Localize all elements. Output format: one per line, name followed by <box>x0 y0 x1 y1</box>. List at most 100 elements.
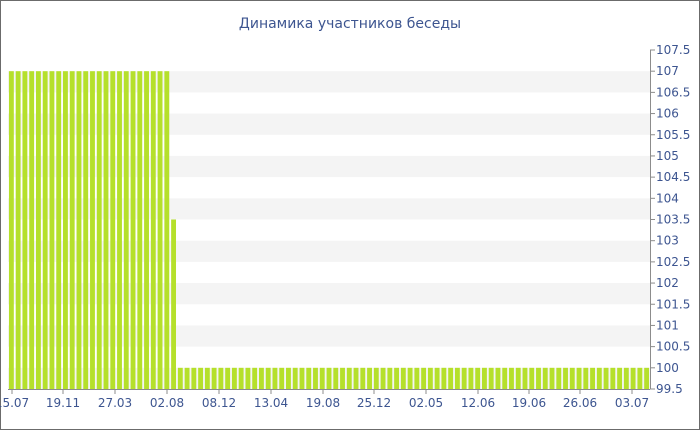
bar[interactable] <box>569 367 575 389</box>
bar[interactable] <box>556 367 562 389</box>
bar[interactable] <box>461 367 467 389</box>
bar[interactable] <box>576 367 582 389</box>
bar[interactable] <box>394 367 400 389</box>
y-tick-label: 103.5 <box>656 213 690 227</box>
bar[interactable] <box>509 367 514 389</box>
bar[interactable] <box>110 71 116 389</box>
bar[interactable] <box>198 367 204 389</box>
bar[interactable] <box>380 367 386 389</box>
bar[interactable] <box>144 71 149 389</box>
bar[interactable] <box>211 367 217 389</box>
bar[interactable] <box>367 367 372 389</box>
bar[interactable] <box>441 367 447 389</box>
bar[interactable] <box>549 367 555 389</box>
bar[interactable] <box>454 367 460 389</box>
bar[interactable] <box>69 71 75 389</box>
bar[interactable] <box>123 71 129 389</box>
bar[interactable] <box>502 367 508 389</box>
bar[interactable] <box>231 367 237 389</box>
bar[interactable] <box>22 71 28 389</box>
y-tick-label: 100.5 <box>656 340 690 354</box>
bar[interactable] <box>610 367 616 389</box>
bar[interactable] <box>171 219 177 390</box>
bar[interactable] <box>49 71 55 389</box>
bar[interactable] <box>279 367 285 389</box>
bar[interactable] <box>373 367 379 389</box>
bar[interactable] <box>617 367 623 389</box>
bar[interactable] <box>346 367 352 389</box>
bar[interactable] <box>177 367 183 389</box>
bar[interactable] <box>96 71 102 389</box>
bar[interactable] <box>644 367 650 389</box>
bar[interactable] <box>495 367 501 389</box>
bar[interactable] <box>265 367 271 389</box>
bar[interactable] <box>286 367 291 389</box>
bar[interactable] <box>475 367 481 389</box>
bar[interactable] <box>515 367 521 389</box>
bar[interactable] <box>29 71 35 389</box>
bar[interactable] <box>56 71 62 389</box>
bar[interactable] <box>245 367 251 389</box>
bar[interactable] <box>8 71 14 389</box>
bar[interactable] <box>252 367 258 389</box>
bar[interactable] <box>76 71 82 389</box>
bar[interactable] <box>522 367 528 389</box>
bar[interactable] <box>137 71 143 389</box>
bar[interactable] <box>637 367 643 389</box>
bar[interactable] <box>292 367 298 389</box>
bar[interactable] <box>184 367 190 389</box>
bar[interactable] <box>448 367 454 389</box>
bar[interactable] <box>130 71 136 389</box>
bar[interactable] <box>35 71 41 389</box>
bar[interactable] <box>150 71 156 389</box>
bar[interactable] <box>360 367 366 389</box>
bar[interactable] <box>468 367 474 389</box>
bar[interactable] <box>482 367 487 389</box>
bar[interactable] <box>103 71 109 389</box>
bar[interactable] <box>117 71 122 389</box>
bar[interactable] <box>164 71 170 389</box>
bar[interactable] <box>542 367 548 389</box>
bar[interactable] <box>157 71 163 389</box>
bar[interactable] <box>42 71 48 389</box>
bar[interactable] <box>630 367 636 389</box>
bar[interactable] <box>218 367 224 389</box>
bar[interactable] <box>427 367 433 389</box>
bar[interactable] <box>387 367 393 389</box>
bar[interactable] <box>536 367 541 389</box>
y-tick-label: 104.5 <box>656 170 690 184</box>
bar[interactable] <box>353 367 359 389</box>
bar[interactable] <box>238 367 244 389</box>
bar[interactable] <box>319 367 325 389</box>
bar[interactable] <box>333 367 339 389</box>
bar[interactable] <box>414 367 420 389</box>
bar[interactable] <box>326 367 332 389</box>
bar[interactable] <box>313 367 318 389</box>
bar[interactable] <box>603 367 609 389</box>
y-tick-label: 107 <box>656 64 679 78</box>
bar[interactable] <box>596 367 602 389</box>
y-tick-label: 102 <box>656 276 679 290</box>
bar[interactable] <box>563 367 568 389</box>
bar[interactable] <box>306 367 312 389</box>
bar[interactable] <box>583 367 589 389</box>
bar[interactable] <box>90 71 95 389</box>
bar[interactable] <box>434 367 440 389</box>
bar[interactable] <box>15 71 21 389</box>
bar[interactable] <box>299 367 305 389</box>
bar[interactable] <box>590 367 595 389</box>
bar[interactable] <box>340 367 345 389</box>
bar[interactable] <box>421 367 427 389</box>
bar[interactable] <box>400 367 406 389</box>
bar[interactable] <box>488 367 494 389</box>
bar[interactable] <box>83 71 89 389</box>
bar[interactable] <box>258 367 264 389</box>
bar[interactable] <box>191 367 197 389</box>
bar[interactable] <box>63 71 68 389</box>
bar[interactable] <box>407 367 413 389</box>
bar[interactable] <box>529 367 535 389</box>
bar[interactable] <box>272 367 278 389</box>
bar[interactable] <box>225 367 231 389</box>
bar[interactable] <box>623 367 629 389</box>
bar[interactable] <box>204 367 210 389</box>
